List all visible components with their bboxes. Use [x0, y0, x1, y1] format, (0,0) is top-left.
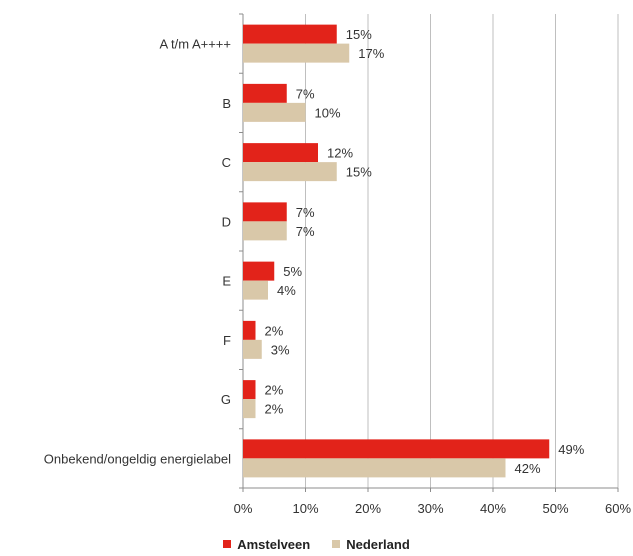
- category-label: D: [222, 214, 231, 229]
- data-label: 12%: [327, 146, 353, 161]
- bar-amstelveen: [243, 202, 287, 222]
- legend-label-amstelveen: Amstelveen: [237, 536, 311, 552]
- data-label: 17%: [358, 46, 384, 61]
- legend: Amstelveen Nederland: [0, 532, 633, 556]
- data-label: 15%: [346, 27, 372, 42]
- bar-chart: 0% 10% 20% 30% 40% 50% 60% A t/m A++++ 15% 17% B 7%…: [44, 13, 631, 516]
- data-label: 7%: [296, 205, 315, 220]
- bar-nederland: [243, 43, 350, 63]
- bar-amstelveen: [243, 320, 256, 340]
- bar-amstelveen: [243, 143, 318, 163]
- x-tick-label: 20%: [355, 501, 381, 516]
- bar-amstelveen: [243, 83, 287, 103]
- category-label: A t/m A++++: [159, 37, 231, 52]
- data-label: 5%: [283, 264, 302, 279]
- bar-nederland: [243, 458, 506, 478]
- legend-item-amstelveen: Amstelveen: [223, 537, 310, 552]
- data-label: 10%: [315, 105, 341, 120]
- category-label: G: [221, 392, 231, 407]
- category-label: F: [223, 333, 231, 348]
- data-label: 15%: [346, 165, 372, 180]
- bar-nederland: [243, 221, 287, 241]
- category-label: Onbekend/ongeldig energielabel: [44, 451, 231, 466]
- bar-nederland: [243, 102, 306, 122]
- legend-item-nederland: Nederland: [332, 537, 410, 552]
- data-label: 2%: [265, 402, 284, 417]
- bar-amstelveen: [243, 439, 550, 459]
- category-label: B: [222, 96, 231, 111]
- bar-amstelveen: [243, 380, 256, 400]
- data-label: 42%: [515, 461, 541, 476]
- x-tick-label: 60%: [605, 501, 631, 516]
- data-label: 4%: [277, 283, 296, 298]
- data-label: 2%: [265, 323, 284, 338]
- bar-nederland: [243, 280, 268, 300]
- x-tick-label: 50%: [542, 501, 568, 516]
- x-tick-label: 40%: [480, 501, 506, 516]
- legend-swatch-nederland: [332, 540, 341, 548]
- bar-nederland: [243, 399, 256, 419]
- legend-swatch-amstelveen: [223, 540, 232, 548]
- data-label: 7%: [296, 86, 315, 101]
- category-label: E: [222, 274, 231, 289]
- data-label: 2%: [265, 383, 284, 398]
- data-label: 49%: [558, 442, 584, 457]
- bar-nederland: [243, 162, 337, 182]
- bar-amstelveen: [243, 261, 275, 281]
- category-label: C: [222, 155, 231, 170]
- data-label: 7%: [296, 224, 315, 239]
- data-label: 3%: [271, 342, 290, 357]
- bar-nederland: [243, 339, 262, 359]
- bar-amstelveen: [243, 24, 337, 44]
- x-tick-label: 0%: [234, 501, 253, 516]
- legend-label-nederland: Nederland: [346, 536, 410, 552]
- x-tick-label: 30%: [417, 501, 443, 516]
- x-tick-label: 10%: [292, 501, 318, 516]
